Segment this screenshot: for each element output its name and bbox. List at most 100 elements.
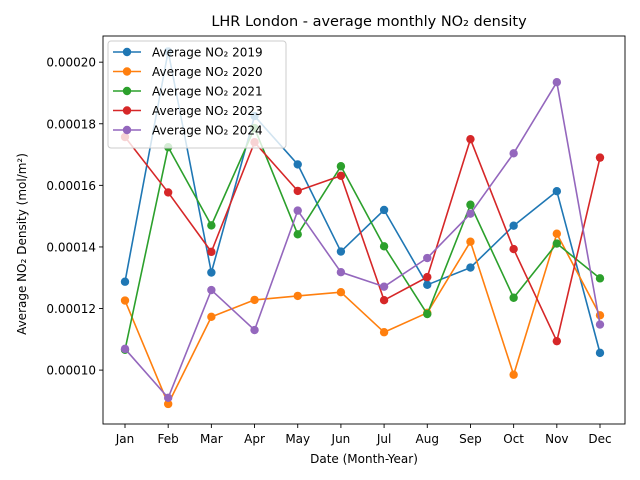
y-axis-label: Average NO₂ Density (mol/m²): [15, 153, 29, 335]
x-tick-label: Aug: [416, 432, 439, 446]
x-tick-label: Jul: [376, 432, 391, 446]
series-line: [124, 136, 601, 342]
legend-box: [107, 40, 287, 149]
legend-marker: [122, 67, 132, 76]
x-tick-label: Feb: [158, 432, 179, 446]
legend-label: Average NO₂ 2020: [152, 65, 263, 79]
x-tick-label: Jun: [331, 432, 351, 446]
legend: Average NO₂ 2019 Average NO₂ 2020 Average …: [107, 40, 287, 149]
data-point: [509, 221, 518, 230]
y-tick-label: 0.00018: [46, 117, 96, 131]
legend-label: Average NO₂ 2019: [152, 46, 263, 60]
data-point: [336, 162, 346, 171]
y-tick-label: 0.00010: [46, 364, 96, 378]
data-point: [466, 237, 475, 246]
series-1: [120, 229, 605, 409]
chart-title: LHR London - average monthly NO₂ density: [211, 14, 527, 30]
x-tick-label: May: [285, 432, 310, 446]
data-point: [207, 221, 216, 230]
data-point: [552, 336, 562, 346]
data-point: [379, 328, 389, 337]
x-tick-label: Jan: [115, 432, 135, 446]
data-point: [466, 263, 475, 272]
x-tick-label: Mar: [200, 432, 223, 446]
data-point: [379, 205, 389, 215]
legend-label: Average NO₂ 2021: [152, 85, 263, 99]
data-point: [423, 309, 432, 319]
legend-marker: [122, 86, 132, 96]
data-point: [595, 348, 605, 358]
data-point: [293, 291, 302, 301]
data-point: [207, 312, 216, 322]
legend-label: Average NO₂ 2024: [152, 124, 263, 138]
data-point: [120, 277, 130, 286]
data-point: [120, 296, 130, 305]
x-tick-label: Dec: [588, 432, 611, 446]
legend-marker: [122, 106, 132, 115]
data-point: [379, 282, 389, 291]
series-4: [120, 77, 605, 403]
series-line: [124, 50, 601, 354]
x-tick-label: Apr: [244, 432, 265, 446]
axes-frame: [102, 35, 626, 425]
plot-area: [102, 35, 626, 425]
data-point: [509, 244, 518, 254]
legend-item: Average NO₂ 2020: [113, 65, 263, 79]
data-point: [207, 268, 216, 277]
data-point: [466, 134, 475, 144]
data-point: [293, 160, 302, 169]
data-point: [595, 274, 605, 283]
data-point: [466, 200, 475, 209]
data-point: [336, 247, 346, 256]
data-point: [163, 188, 173, 197]
data-point: [163, 399, 173, 409]
data-point: [336, 288, 346, 297]
data-point: [293, 186, 302, 196]
x-axis-label: Date (Month-Year): [310, 452, 418, 466]
data-point: [595, 320, 605, 329]
x-tick-label: Nov: [545, 432, 568, 446]
data-point: [509, 149, 518, 158]
series-0: [120, 47, 605, 358]
legend-item: Average NO₂ 2021: [113, 85, 263, 99]
series-line: [124, 81, 601, 399]
data-point: [379, 242, 389, 251]
y-tick-label: 0.00020: [46, 56, 96, 70]
data-point: [293, 206, 302, 215]
data-point: [163, 393, 173, 403]
legend-item: Average NO₂ 2024: [113, 124, 263, 138]
legend-marker: [122, 125, 132, 135]
data-point: [250, 295, 259, 305]
data-point: [207, 247, 216, 257]
data-point: [552, 77, 562, 87]
data-point: [120, 344, 130, 354]
data-point: [552, 239, 562, 248]
data-point: [250, 325, 259, 335]
y-tick-label: 0.00012: [46, 302, 96, 316]
x-tick-label: Sep: [459, 432, 482, 446]
data-point: [379, 296, 389, 305]
data-point: [466, 209, 475, 218]
y-tick-label: 0.00016: [46, 179, 96, 193]
data-point: [336, 267, 346, 277]
series-line: [124, 127, 601, 350]
data-point: [423, 272, 432, 282]
data-point: [509, 293, 518, 302]
data-point: [423, 280, 432, 290]
data-point: [509, 370, 518, 379]
data-point: [595, 153, 605, 162]
data-point: [207, 285, 216, 295]
data-point: [293, 230, 302, 239]
data-point: [336, 171, 346, 180]
y-axis-ticks: 0.00010 0.00012 0.00014 0.00016 0.00018 0.000…: [46, 56, 103, 378]
legend-item: Average NO₂ 2019: [113, 46, 263, 60]
x-tick-label: Oct: [503, 432, 524, 446]
legend-item: Average NO₂ 2023: [113, 104, 263, 118]
legend-label: Average NO₂ 2023: [152, 104, 263, 118]
legend-marker: [122, 47, 132, 57]
x-axis-ticks: Jan Feb Mar Apr May Jun Jul Aug Sep Oct Nov Dec: [115, 424, 612, 446]
y-tick-label: 0.00014: [46, 240, 96, 254]
series-line: [124, 232, 601, 405]
data-point: [552, 187, 562, 196]
